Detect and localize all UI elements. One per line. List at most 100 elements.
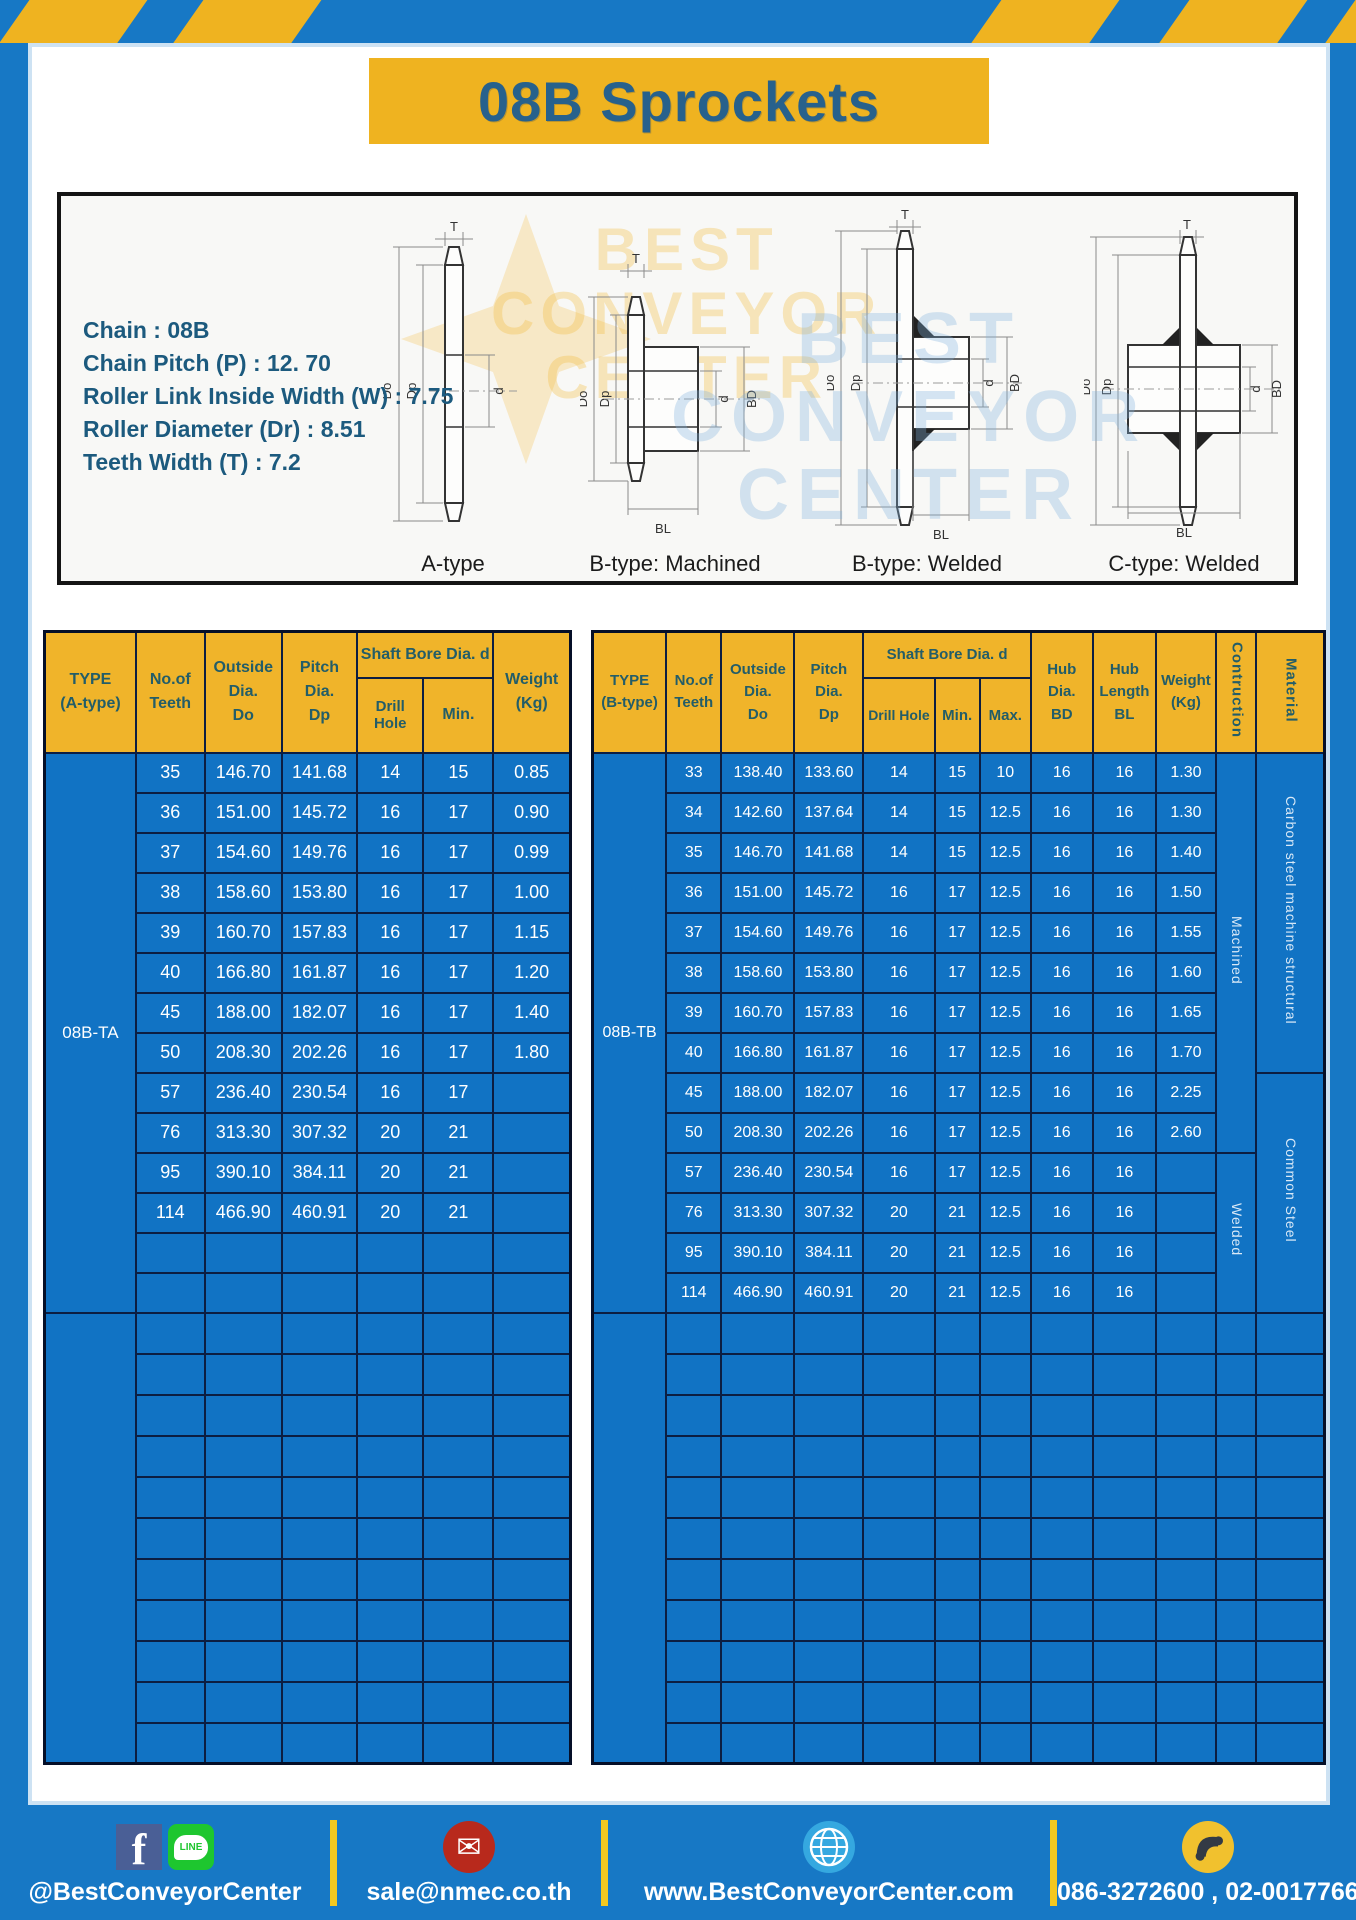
table-row: 57 236.40 230.54 16 17 — [45, 1071, 572, 1114]
table-cell: 188.00 — [720, 1071, 796, 1114]
table-cell: 15 — [933, 831, 981, 874]
table-cell: 1.55 — [1155, 911, 1217, 954]
table-cell — [720, 1352, 796, 1396]
table-cell — [1214, 1352, 1258, 1396]
table-cell: 2.25 — [1155, 1071, 1217, 1114]
table-cell — [422, 1434, 495, 1478]
dim-label-dp: Dp — [1099, 379, 1114, 396]
table-cell — [720, 1311, 796, 1355]
table-cell: 37 — [134, 831, 206, 874]
dim-label-bd: BD — [1007, 374, 1022, 392]
table-cell — [1255, 1557, 1326, 1601]
table-cell: 166.80 — [720, 1031, 796, 1074]
table-cell: 17 — [933, 871, 981, 914]
table-cell: 384.11 — [793, 1231, 865, 1274]
table-row-empty — [45, 1557, 572, 1601]
column-header-shaft-bore: Shaft Bore Dia. d — [356, 630, 495, 679]
table-cell: 14 — [862, 791, 936, 834]
table-cell: 40 — [665, 1031, 723, 1074]
table-cell: 16 — [356, 1071, 425, 1114]
table-cell: 16 — [862, 951, 936, 994]
table-row: 76 313.30 307.32 20 21 — [45, 1111, 572, 1154]
table-cell — [1214, 1680, 1258, 1724]
left-sprocket-table: TYPE (A-type) No.of Teeth Outside Dia. D… — [43, 630, 572, 1765]
table-cell: 17 — [933, 1031, 981, 1074]
dim-label-d: d — [1248, 385, 1263, 392]
footer-divider — [601, 1819, 608, 1906]
table-cell: 160.70 — [203, 911, 283, 954]
table-cell — [978, 1721, 1032, 1765]
group-cell-type: 08B-TB — [591, 751, 668, 1314]
table-cell: 16 — [356, 991, 425, 1034]
table-cell: 230.54 — [280, 1071, 359, 1114]
top-hazard-bar — [0, 0, 1356, 43]
construction-label: Machined — [1228, 915, 1245, 985]
table-cell — [203, 1434, 283, 1478]
table-cell: 12.5 — [978, 1031, 1032, 1074]
table-cell — [492, 1311, 572, 1355]
column-header-teeth: No.of Teeth — [134, 630, 206, 754]
table-cell — [280, 1639, 359, 1683]
table-cell — [134, 1639, 206, 1683]
table-row: 57 236.40 230.54 16 17 12.5 16 16 Welded — [592, 1151, 1324, 1314]
table-cell — [978, 1516, 1032, 1560]
table-cell: 76 — [665, 1191, 723, 1234]
table-cell — [665, 1639, 723, 1683]
table-cell: 14 — [862, 751, 936, 794]
table-cell — [1029, 1393, 1094, 1437]
table-cell — [933, 1516, 981, 1560]
table-cell — [280, 1557, 359, 1601]
table-cell — [492, 1071, 572, 1114]
table-cell: 36 — [134, 791, 206, 834]
table-cell: 141.68 — [280, 751, 359, 794]
table-cell — [862, 1639, 936, 1683]
sprocket-diagrams: T Do Dp — [383, 206, 1284, 577]
table-cell — [203, 1598, 283, 1642]
dim-label-dp: Dp — [404, 383, 419, 400]
table-cell — [1214, 1393, 1258, 1437]
sprocket-diagram-b-type-machined: T Do Dp — [580, 219, 770, 577]
table-cell — [356, 1393, 425, 1437]
table-cell — [492, 1434, 572, 1478]
table-cell: 0.85 — [492, 751, 572, 794]
table-row-empty — [592, 1475, 1326, 1519]
column-header-type: TYPE (A-type) — [43, 630, 137, 754]
table-cell — [1155, 1311, 1217, 1355]
table-cell: 12.5 — [978, 791, 1032, 834]
table-cell — [1091, 1680, 1158, 1724]
table-cell: 466.90 — [203, 1191, 283, 1234]
table-cell: 157.83 — [793, 991, 865, 1034]
table-cell — [665, 1393, 723, 1437]
table-cell — [203, 1557, 283, 1601]
table-cell — [134, 1393, 206, 1437]
table-cell: 21 — [933, 1191, 981, 1234]
group-cell-type-empty — [43, 1311, 137, 1765]
table-cell — [1214, 1721, 1258, 1765]
table-cell — [492, 1271, 572, 1314]
table-cell: 16 — [1091, 831, 1158, 874]
table-row: 36 151.00 145.72 16 17 12.5 16 16 1.50 — [592, 871, 1324, 914]
table-cell — [492, 1393, 572, 1437]
line-icon: LINE — [168, 1824, 214, 1870]
diagram-type-label: B-type: Welded — [851, 551, 1002, 576]
table-cell: 384.11 — [280, 1151, 359, 1194]
dim-label-do: Do — [383, 383, 394, 400]
table-cell — [933, 1393, 981, 1437]
table-cell: 16 — [356, 911, 425, 954]
table-cell — [1214, 1598, 1258, 1642]
table-cell — [978, 1680, 1032, 1724]
table-cell — [134, 1311, 206, 1355]
table-cell — [978, 1311, 1032, 1355]
table-cell — [134, 1271, 206, 1314]
table-cell — [793, 1721, 865, 1765]
table-row-empty — [45, 1393, 572, 1437]
table-cell — [280, 1721, 359, 1765]
table-cell: 17 — [422, 791, 495, 834]
table-cell: 21 — [933, 1271, 981, 1314]
table-cell — [862, 1352, 936, 1396]
table-row: 08B-TB 33 138.40 133.60 14 15 10 16 16 1… — [591, 751, 1326, 1314]
table-cell — [356, 1311, 425, 1355]
table-cell — [492, 1475, 572, 1519]
table-cell: 16 — [1029, 1271, 1094, 1314]
